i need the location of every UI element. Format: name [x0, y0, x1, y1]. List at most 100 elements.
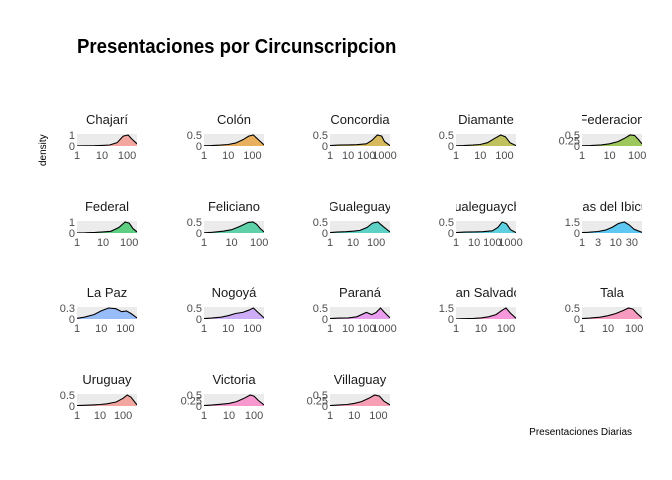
x-tick-label: 1: [579, 237, 585, 249]
x-tick-label: 1: [201, 410, 207, 422]
density-area-col-n: [204, 135, 264, 146]
density-area-feliciano: [204, 222, 264, 233]
x-tick-label: 1: [74, 323, 80, 335]
y-tick-label: 0: [574, 314, 580, 326]
facet-strip-label: Nogoyá: [212, 285, 258, 300]
facet-strip-label: Colón: [217, 112, 251, 127]
density-line-col-n: [204, 134, 264, 146]
y-tick-label: 0: [322, 314, 328, 326]
facet-strip-label: Paraná: [339, 285, 382, 300]
x-tick-label: 1: [201, 237, 207, 249]
x-tick-label: 10: [95, 323, 107, 335]
density-line-gualeguaych-: [456, 221, 516, 233]
y-tick-label: 0.5: [313, 130, 328, 142]
x-tick-label: 100: [367, 237, 385, 249]
y-tick-label: 0.5: [565, 130, 580, 142]
density-line-concordia: [330, 134, 390, 146]
x-tick-label: 100: [625, 323, 643, 335]
y-tick-label: 0: [196, 228, 202, 240]
y-tick-label: 0.5: [187, 303, 202, 315]
density-line-feliciano: [204, 221, 264, 233]
y-tick-label: 0: [69, 401, 75, 413]
x-tick-label: 10: [347, 237, 359, 249]
y-tick-label: 0.5: [60, 390, 75, 402]
y-tick-label: 0.25: [307, 396, 328, 408]
x-tick-label: 1: [327, 323, 333, 335]
density-line-uruguay: [77, 394, 137, 406]
facet-strip-label: Tala: [600, 285, 625, 300]
x-tick-label: 100: [628, 150, 646, 162]
y-tick-label: 0.5: [187, 130, 202, 142]
facet-panel-tala: Tala 00.5 1 10 100: [565, 285, 644, 335]
facet-panel-col-n: Colón 00.5 1 10 100: [187, 112, 264, 162]
density-area-nogoy-: [204, 308, 264, 319]
x-tick-label: 1: [453, 323, 459, 335]
facet-panel-islas-del-ibicuy: Islas del Ibicuy 01.5 1 3 10 30: [565, 199, 642, 249]
x-tick-label: 1: [453, 237, 459, 249]
facet-strip-label: Federacion: [579, 112, 644, 127]
x-tick-label: 100: [243, 323, 261, 335]
density-area-tala: [582, 308, 642, 319]
y-tick-label: 1.5: [439, 303, 454, 315]
y-tick-label: 0: [196, 314, 202, 326]
x-tick-label: 10: [222, 150, 234, 162]
x-tick-label: 100: [120, 237, 138, 249]
x-tick-label: 1000: [498, 237, 522, 249]
y-tick-label: 0: [574, 228, 580, 240]
x-tick-label: 100: [497, 323, 515, 335]
density-area-gualeguay: [330, 222, 390, 233]
x-tick-label: 1: [74, 410, 80, 422]
y-tick-label: 0: [322, 141, 328, 153]
x-tick-label: 10: [475, 323, 487, 335]
density-line-chajar-: [77, 134, 137, 146]
density-area-diamante: [456, 135, 516, 146]
x-tick-label: 10: [96, 150, 108, 162]
facet-strip-label: La Paz: [87, 285, 127, 300]
facet-strip-label: San Salvador: [447, 285, 526, 300]
facet-strip-label: Diamante: [458, 112, 514, 127]
y-tick-label: 0: [448, 141, 454, 153]
x-tick-label: 1: [201, 323, 207, 335]
facet-strip-label: Gualeguaychú: [444, 199, 528, 214]
y-tick-label: 0: [69, 228, 75, 240]
facet-strip-label: Feliciano: [208, 199, 260, 214]
y-tick-label: 0.3: [60, 303, 75, 315]
y-tick-label: 1: [69, 130, 75, 142]
density-area-gualeguaych-: [456, 222, 516, 233]
x-tick-label: 10: [603, 150, 615, 162]
facet-strip-label: Uruguay: [82, 372, 132, 387]
facet-strip-label: Concordia: [330, 112, 390, 127]
facet-strip-label: Federal: [85, 199, 129, 214]
x-tick-label: 1: [74, 237, 80, 249]
x-tick-label: 10: [97, 237, 109, 249]
facet-panel-uruguay: Uruguay 00.5 1 10 100: [60, 372, 137, 422]
x-tick-label: 10: [222, 323, 234, 335]
x-tick-label: 100: [118, 150, 136, 162]
y-tick-label: 0.25: [181, 396, 202, 408]
facet-panel-gualeguay: Gualeguay 00.5 1 10 100: [313, 199, 390, 249]
x-tick-label: 100: [114, 410, 132, 422]
y-tick-label: 0.5: [313, 217, 328, 229]
facet-panel-federacion: Federacion 00.250.5 1 10 100: [559, 112, 647, 162]
density-line-nogoy-: [204, 307, 264, 319]
facet-panel-chajar-: Chajarí 01 1 10 100: [69, 112, 137, 162]
x-tick-label: 30: [626, 237, 638, 249]
x-tick-label: 100: [357, 150, 375, 162]
x-tick-label: 1: [201, 150, 207, 162]
y-tick-label: 0.5: [313, 303, 328, 315]
density-area-san-salvador: [456, 308, 516, 319]
facet-panel-victoria: Victoria 00.250.5 1 10 100: [181, 372, 264, 422]
x-tick-label: 1000: [372, 323, 396, 335]
x-tick-label: 100: [245, 410, 263, 422]
x-tick-label: 1: [327, 237, 333, 249]
density-line-gualeguay: [330, 221, 390, 233]
y-tick-label: 0: [196, 401, 202, 413]
x-axis-label: Presentaciones Diarias: [529, 427, 632, 438]
facet-panel-san-salvador: San Salvador 01.5 1 10 100: [439, 285, 526, 335]
facet-strip-label: Victoria: [212, 372, 256, 387]
x-tick-label: 10: [342, 323, 354, 335]
facet-panel-villaguay: Villaguay 00.250.5 1 10 100: [307, 372, 390, 422]
